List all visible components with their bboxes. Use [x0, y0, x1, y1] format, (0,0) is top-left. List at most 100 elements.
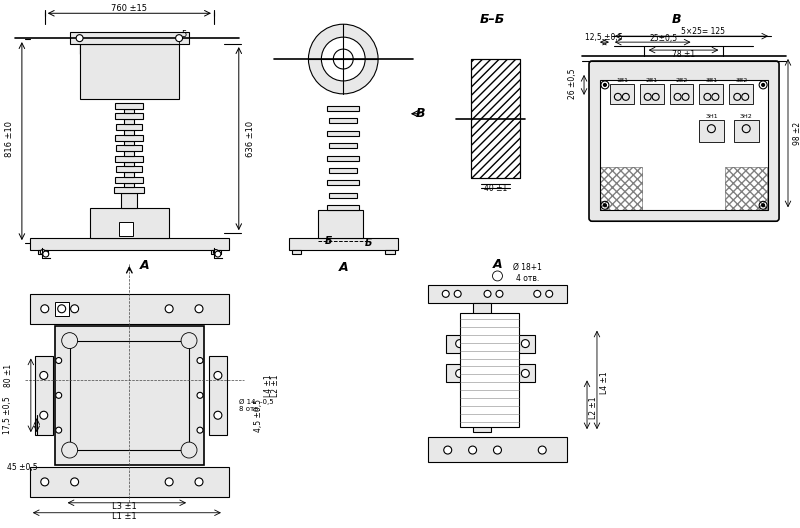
Bar: [446, 335, 535, 353]
Circle shape: [674, 93, 681, 100]
Circle shape: [40, 250, 46, 254]
Circle shape: [522, 340, 530, 347]
Polygon shape: [169, 44, 179, 54]
Bar: [289, 238, 398, 250]
Circle shape: [682, 93, 689, 100]
Text: 2В2: 2В2: [675, 79, 688, 83]
Circle shape: [40, 411, 48, 419]
Circle shape: [712, 93, 719, 100]
Text: 3В1: 3В1: [706, 79, 718, 83]
Circle shape: [195, 478, 203, 486]
Circle shape: [742, 93, 749, 100]
Bar: [330, 193, 357, 198]
Bar: [730, 84, 753, 104]
Text: 17,5 ±0,5: 17,5 ±0,5: [3, 397, 13, 434]
Bar: [124, 183, 134, 187]
Bar: [30, 467, 229, 497]
Bar: [115, 114, 143, 119]
Circle shape: [704, 93, 711, 100]
Bar: [327, 106, 359, 111]
Circle shape: [444, 446, 452, 454]
Bar: [209, 355, 227, 435]
Text: Ø 18+1
4 отв.: Ø 18+1 4 отв.: [513, 263, 542, 282]
Circle shape: [181, 333, 197, 348]
Text: 816 ±10: 816 ±10: [6, 120, 14, 157]
Circle shape: [601, 81, 609, 89]
Bar: [115, 103, 143, 109]
Text: 25±0,5: 25±0,5: [650, 34, 678, 43]
Bar: [473, 303, 490, 432]
Circle shape: [70, 305, 78, 313]
Circle shape: [759, 201, 767, 209]
Circle shape: [165, 478, 173, 486]
Circle shape: [493, 271, 502, 281]
Text: 4,5 ±0,5: 4,5 ±0,5: [254, 399, 263, 432]
Circle shape: [442, 290, 450, 297]
Bar: [115, 177, 143, 183]
Circle shape: [76, 35, 83, 42]
Bar: [38, 250, 48, 254]
Circle shape: [538, 446, 546, 454]
Polygon shape: [79, 44, 90, 54]
Bar: [428, 285, 567, 303]
Bar: [428, 437, 567, 462]
Bar: [124, 172, 134, 177]
Bar: [124, 130, 134, 135]
Bar: [124, 162, 134, 166]
Bar: [330, 143, 357, 148]
Bar: [54, 302, 69, 316]
Circle shape: [56, 357, 62, 363]
Circle shape: [522, 370, 530, 378]
Text: Б–Б: Б–Б: [480, 13, 505, 26]
Bar: [470, 59, 520, 178]
Bar: [330, 168, 357, 173]
Circle shape: [56, 427, 62, 433]
Circle shape: [469, 446, 477, 454]
Circle shape: [734, 93, 741, 100]
Text: В: В: [416, 107, 426, 120]
Circle shape: [197, 357, 203, 363]
Text: Б: Б: [325, 236, 332, 246]
Bar: [114, 187, 144, 193]
Bar: [291, 250, 302, 254]
Circle shape: [601, 201, 609, 209]
Bar: [600, 167, 642, 210]
Circle shape: [334, 49, 354, 69]
Circle shape: [644, 93, 651, 100]
Bar: [54, 326, 204, 465]
Text: Б: Б: [365, 238, 372, 248]
Bar: [734, 120, 759, 142]
Bar: [640, 84, 664, 104]
Bar: [385, 250, 395, 254]
Bar: [124, 119, 134, 124]
Circle shape: [214, 411, 222, 419]
Bar: [446, 364, 535, 382]
Text: 5×25= 125: 5×25= 125: [682, 27, 726, 36]
Circle shape: [603, 83, 606, 87]
Bar: [119, 222, 134, 236]
Circle shape: [181, 442, 197, 458]
Circle shape: [456, 370, 464, 378]
Bar: [70, 32, 189, 44]
Text: ЗН2: ЗН2: [740, 114, 753, 119]
Bar: [699, 84, 723, 104]
Text: 5: 5: [182, 30, 186, 39]
Circle shape: [214, 250, 218, 254]
Bar: [30, 238, 229, 250]
Text: А: А: [338, 261, 348, 275]
Text: 2В1: 2В1: [646, 79, 658, 83]
Text: L2 ±1: L2 ±1: [271, 374, 280, 397]
Circle shape: [759, 81, 767, 89]
Bar: [726, 167, 767, 210]
Bar: [460, 313, 519, 427]
Text: 636 ±10: 636 ±10: [246, 120, 255, 157]
Text: 98 ±2: 98 ±2: [794, 122, 800, 145]
Circle shape: [546, 290, 553, 297]
Bar: [211, 250, 221, 254]
Circle shape: [40, 372, 48, 380]
Text: А: А: [493, 259, 502, 271]
Circle shape: [454, 290, 461, 297]
Bar: [115, 156, 143, 162]
Text: 3В2: 3В2: [735, 79, 747, 83]
Bar: [600, 80, 768, 210]
